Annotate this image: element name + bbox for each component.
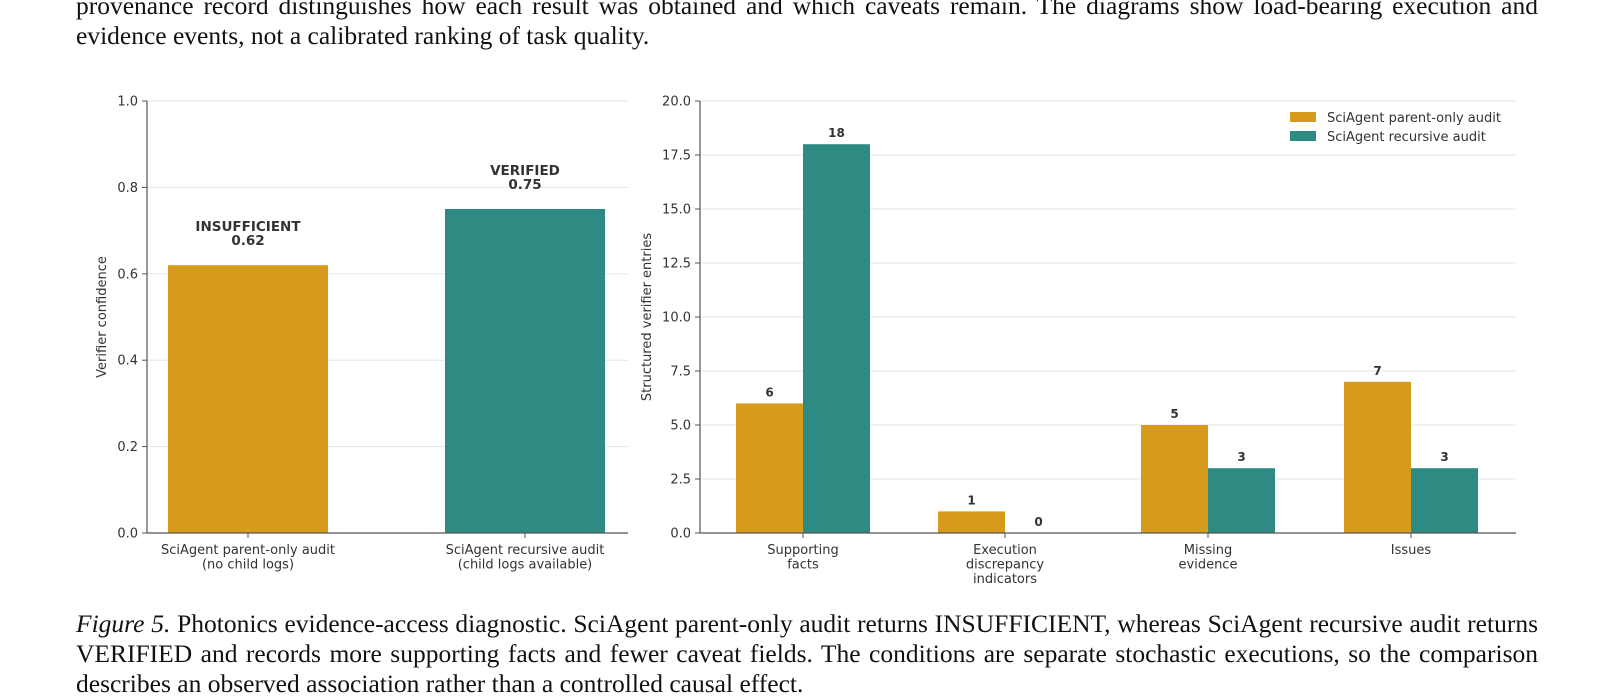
body-text-paragraph: provenance record distinguishes how each… — [76, 0, 1538, 50]
bar-value-label: 0 — [1034, 515, 1042, 529]
y-tick-label: 0.6 — [117, 267, 138, 282]
legend-swatch — [1290, 112, 1316, 122]
bar-parent-only — [168, 265, 328, 533]
y-tick-label: 0.0 — [117, 527, 138, 542]
x-tick-label: indicators — [973, 572, 1037, 587]
bar-value-label: 6 — [765, 385, 773, 399]
bar-value-label: 3 — [1440, 450, 1448, 464]
x-tick-label: discrepancy — [966, 558, 1044, 573]
x-tick-label: evidence — [1179, 558, 1238, 573]
bar-status-label: INSUFFICIENT — [195, 219, 301, 235]
y-tick-label: 0.8 — [117, 181, 138, 196]
legend-label: SciAgent recursive audit — [1327, 130, 1486, 145]
x-tick-label: SciAgent recursive audit — [446, 543, 605, 558]
y-axis-title: Verifier confidence — [95, 256, 110, 378]
x-tick-label: Execution — [973, 543, 1037, 558]
bar-parent-only — [938, 511, 1005, 533]
bar-value-label: 0.62 — [231, 233, 264, 249]
bar-value-label: 0.75 — [508, 177, 541, 193]
y-tick-label: 12.5 — [662, 257, 691, 272]
bar-parent-only — [1141, 425, 1208, 533]
y-tick-label: 2.5 — [670, 473, 691, 488]
y-tick-label: 10.0 — [662, 311, 691, 326]
bar-value-label: 18 — [828, 126, 845, 140]
bar-value-label: 3 — [1237, 450, 1245, 464]
caption-text: Photonics evidence-access diagnostic. Sc… — [76, 609, 1538, 698]
y-tick-label: 7.5 — [670, 365, 691, 380]
y-tick-label: 15.0 — [662, 203, 691, 218]
bar-value-label: 5 — [1170, 407, 1178, 421]
x-tick-label: facts — [787, 558, 819, 573]
y-tick-label: 5.0 — [670, 419, 691, 434]
y-tick-label: 0.4 — [117, 354, 138, 369]
bar-recursive — [1208, 468, 1275, 533]
x-tick-label: SciAgent parent-only audit — [161, 543, 335, 558]
bar-recursive — [445, 209, 605, 533]
figure-caption: Figure 5. Photonics evidence-access diag… — [76, 609, 1538, 699]
y-tick-label: 0.0 — [670, 527, 691, 542]
y-axis-title: Structured verifier entries — [640, 233, 655, 401]
y-tick-label: 1.0 — [117, 95, 138, 110]
legend-label: SciAgent parent-only audit — [1327, 111, 1501, 126]
x-tick-label: Missing — [1184, 543, 1232, 558]
bar-parent-only — [1344, 381, 1411, 533]
x-tick-label: Supporting — [767, 543, 839, 558]
bar-recursive — [803, 144, 870, 533]
y-tick-label: 0.2 — [117, 440, 138, 455]
caption-label: Figure 5. — [76, 609, 171, 638]
x-tick-label: Issues — [1391, 543, 1432, 558]
bar-parent-only — [736, 403, 803, 533]
y-tick-label: 20.0 — [662, 95, 691, 110]
x-tick-label: (no child logs) — [202, 558, 294, 573]
bar-recursive — [1411, 468, 1478, 533]
legend-swatch — [1290, 131, 1316, 141]
x-tick-label: (child logs available) — [458, 558, 593, 573]
bar-value-label: 1 — [967, 493, 975, 507]
bar-status-label: VERIFIED — [490, 163, 560, 179]
y-tick-label: 17.5 — [662, 149, 691, 164]
bar-value-label: 7 — [1373, 364, 1381, 378]
